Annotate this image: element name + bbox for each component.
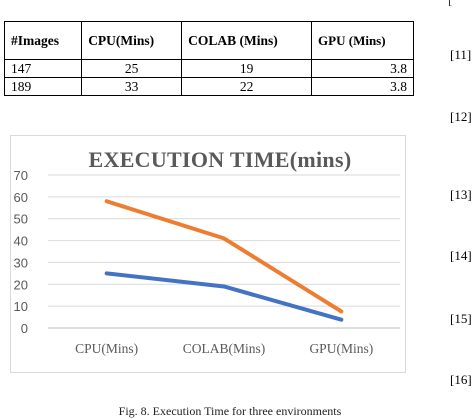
y-tick-label: 10 — [14, 299, 28, 314]
cell-cpu: 33 — [81, 77, 183, 96]
reference-marker: [12] — [450, 109, 472, 124]
table-header-row: #Images CPU(Mins) COLAB (Mins) GPU (Mins… — [3, 21, 414, 60]
y-tick-label: 70 — [14, 168, 28, 183]
y-tick-label: 60 — [14, 190, 28, 205]
reference-marker: [16] — [450, 372, 472, 387]
partial-reference-marker: [ — [448, 0, 452, 8]
reference-marker: [11] — [450, 47, 472, 62]
y-tick-label: 0 — [21, 321, 28, 336]
header-images: #Images — [3, 21, 83, 60]
series-line-1 — [104, 199, 344, 314]
y-tick-label: 40 — [14, 234, 28, 249]
cell-colab: 22 — [181, 77, 313, 96]
figure-caption: Fig. 8. Execution Time for three environ… — [118, 404, 342, 418]
cell-cpu: 25 — [81, 59, 183, 78]
reference-marker: [15] — [450, 311, 472, 326]
reference-marker: [14] — [450, 248, 472, 263]
header-colab: COLAB (Mins) — [181, 21, 313, 60]
y-tick-label: 50 — [14, 212, 28, 227]
cell-gpu: 3.8 — [311, 77, 414, 96]
table-row: 189 33 22 3.8 — [3, 77, 414, 96]
header-cpu: CPU(Mins) — [81, 21, 183, 60]
x-tick-label: GPU(Mins) — [309, 341, 373, 356]
y-tick-label: 30 — [14, 255, 28, 270]
series-line-0 — [104, 271, 344, 322]
header-gpu-label: GPU (Mins) — [318, 33, 386, 48]
reference-marker: [13] — [450, 187, 472, 202]
y-tick-label: 20 — [14, 277, 28, 292]
execution-time-table: #Images CPU(Mins) COLAB (Mins) GPU (Mins… — [3, 21, 414, 96]
cell-images: 189 — [3, 77, 83, 96]
header-gpu: GPU (Mins) — [311, 21, 414, 60]
table-row: 147 25 19 3.8 — [3, 59, 414, 78]
chart-title: EXECUTION TIME(mins) — [88, 147, 352, 172]
x-tick-label: CPU(Mins) — [75, 341, 138, 356]
x-tick-label: COLAB(Mins) — [183, 341, 266, 356]
